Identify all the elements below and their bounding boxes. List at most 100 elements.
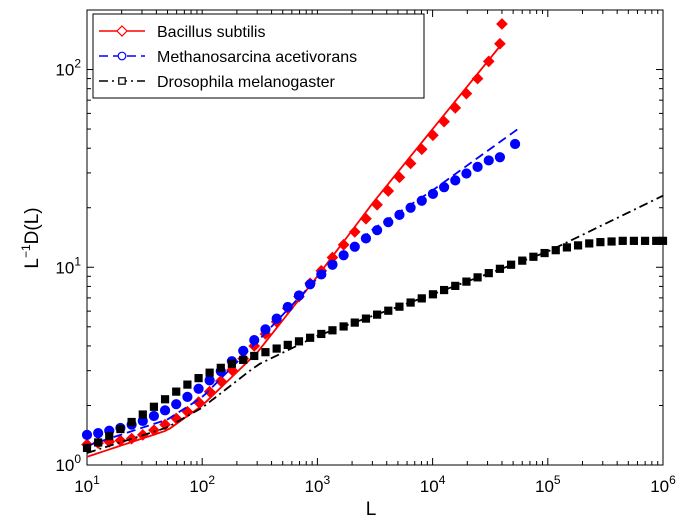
data-point-methanosarcina-acetivorans-20 [305,279,316,290]
data-point-bacillus-subtilis-35 [471,72,484,85]
data-point-bacillus-subtilis-31 [427,129,439,142]
data-point-methanosarcina-acetivorans-9 [182,391,193,403]
legend-label-drosophila-melanogaster: Drosophila melanogaster [157,74,336,91]
data-point-bacillus-subtilis-34 [460,87,473,100]
data-point-drosophila-melanogaster-5 [138,410,147,419]
data-point-methanosarcina-acetivorans-36 [483,155,494,166]
data-point-methanosarcina-acetivorans-24 [349,241,360,252]
data-point-methanosarcina-acetivorans-7 [159,405,171,416]
legend-label-bacillus-subtilis: Bacillus subtilis [157,24,265,41]
data-point-drosophila-melanogaster-8 [172,387,181,396]
y-axis-title: L−1D(L) [19,207,43,268]
fit-line-drosophila-melanogaster [86,194,664,454]
data-point-bacillus-subtilis-27 [382,185,395,197]
data-point-drosophila-melanogaster-33 [451,281,460,290]
data-point-drosophila-melanogaster-22 [328,326,337,335]
data-point-drosophila-melanogaster-19 [294,337,304,346]
data-point-drosophila-melanogaster-44 [573,241,583,250]
data-point-drosophila-melanogaster-38 [506,260,516,269]
data-point-methanosarcina-acetivorans-30 [416,195,427,206]
data-point-bacillus-subtilis-28 [393,171,406,184]
data-point-drosophila-melanogaster-13 [227,359,236,368]
data-point-drosophila-melanogaster-32 [440,285,449,295]
data-point-drosophila-melanogaster-26 [373,310,382,319]
data-point-methanosarcina-acetivorans-0 [81,429,93,440]
data-point-bacillus-subtilis-12 [214,375,227,387]
data-point-methanosarcina-acetivorans-8 [171,399,182,410]
data-point-drosophila-melanogaster-15 [250,351,259,361]
legend-marker-bacillus-subtilis [116,25,128,37]
data-point-bacillus-subtilis-37 [494,37,506,50]
x-tick-label-2: 103 [305,473,331,496]
data-point-bacillus-subtilis-38 [496,18,508,30]
data-point-bacillus-subtilis-26 [371,198,383,211]
data-point-methanosarcina-acetivorans-33 [450,175,461,186]
data-point-methanosarcina-acetivorans-21 [316,269,327,280]
data-point-drosophila-melanogaster-41 [540,248,549,258]
data-point-methanosarcina-acetivorans-35 [472,161,483,172]
x-tick-label-0: 101 [74,473,100,496]
data-point-drosophila-melanogaster-16 [261,348,270,357]
data-point-drosophila-melanogaster-36 [484,269,493,278]
data-point-methanosarcina-acetivorans-37 [494,152,506,163]
data-point-drosophila-melanogaster-18 [283,340,292,349]
data-point-drosophila-melanogaster-1 [94,438,103,447]
legend-marker-drosophila-melanogaster [118,77,126,85]
legend-box [92,13,425,99]
x-tick-label-3: 104 [420,473,446,496]
data-point-methanosarcina-acetivorans-10 [193,383,204,394]
data-point-drosophila-melanogaster-50 [640,236,650,245]
y-tick-label-1: 101 [55,254,81,277]
data-point-drosophila-melanogaster-11 [205,368,214,377]
data-point-drosophila-melanogaster-20 [306,333,315,342]
data-point-drosophila-melanogaster-51 [652,236,661,245]
data-point-drosophila-melanogaster-30 [417,294,426,303]
data-point-drosophila-melanogaster-10 [194,374,203,383]
data-point-drosophila-melanogaster-17 [272,344,281,353]
data-point-drosophila-melanogaster-3 [116,424,125,434]
y-tick-label-0: 100 [55,452,81,475]
data-point-bacillus-subtilis-10 [192,396,205,408]
data-point-drosophila-melanogaster-46 [596,238,605,247]
data-point-bacillus-subtilis-23 [337,238,350,251]
data-point-methanosarcina-acetivorans-25 [360,233,372,244]
data-point-methanosarcina-acetivorans-34 [461,168,472,179]
data-point-bacillus-subtilis-32 [438,115,450,128]
data-point-methanosarcina-acetivorans-18 [282,301,293,313]
data-point-bacillus-subtilis-11 [203,385,216,398]
data-point-methanosarcina-acetivorans-17 [271,313,282,324]
x-tick-label-4: 105 [535,473,561,496]
data-point-methanosarcina-acetivorans-15 [249,335,260,346]
data-point-bacillus-subtilis-25 [360,212,372,225]
data-point-drosophila-melanogaster-48 [618,236,627,245]
data-point-bacillus-subtilis-36 [482,55,495,68]
data-point-drosophila-melanogaster-23 [339,322,348,331]
data-point-methanosarcina-acetivorans-23 [338,250,349,261]
data-point-drosophila-melanogaster-21 [317,329,326,339]
legend: Bacillus subtilis Methanosarcina acetivor… [92,13,425,99]
data-point-drosophila-melanogaster-42 [551,246,560,255]
x-axis-title: L [366,499,377,520]
data-point-methanosarcina-acetivorans-14 [238,345,249,356]
data-point-methanosarcina-acetivorans-6 [148,410,160,422]
data-point-drosophila-melanogaster-25 [361,314,371,323]
data-point-bacillus-subtilis-30 [415,143,428,156]
y-tick-label-2: 102 [55,57,81,80]
data-point-drosophila-melanogaster-14 [239,355,248,365]
data-point-drosophila-melanogaster-2 [105,432,114,441]
data-point-drosophila-melanogaster-28 [395,302,404,311]
fit-line-bacillus-subtilis [86,43,503,458]
data-point-drosophila-melanogaster-34 [462,277,471,286]
data-point-methanosarcina-acetivorans-19 [293,290,305,301]
data-point-drosophila-melanogaster-45 [585,239,594,248]
data-point-drosophila-melanogaster-6 [149,402,159,411]
data-point-methanosarcina-acetivorans-32 [439,182,450,193]
data-point-bacillus-subtilis-33 [449,102,462,114]
data-point-drosophila-melanogaster-29 [406,298,415,307]
data-point-drosophila-melanogaster-52 [658,236,668,245]
data-point-drosophila-melanogaster-43 [562,243,572,252]
data-point-methanosarcina-acetivorans-28 [394,209,405,220]
data-point-methanosarcina-acetivorans-1 [93,427,104,439]
data-point-methanosarcina-acetivorans-29 [405,202,416,213]
